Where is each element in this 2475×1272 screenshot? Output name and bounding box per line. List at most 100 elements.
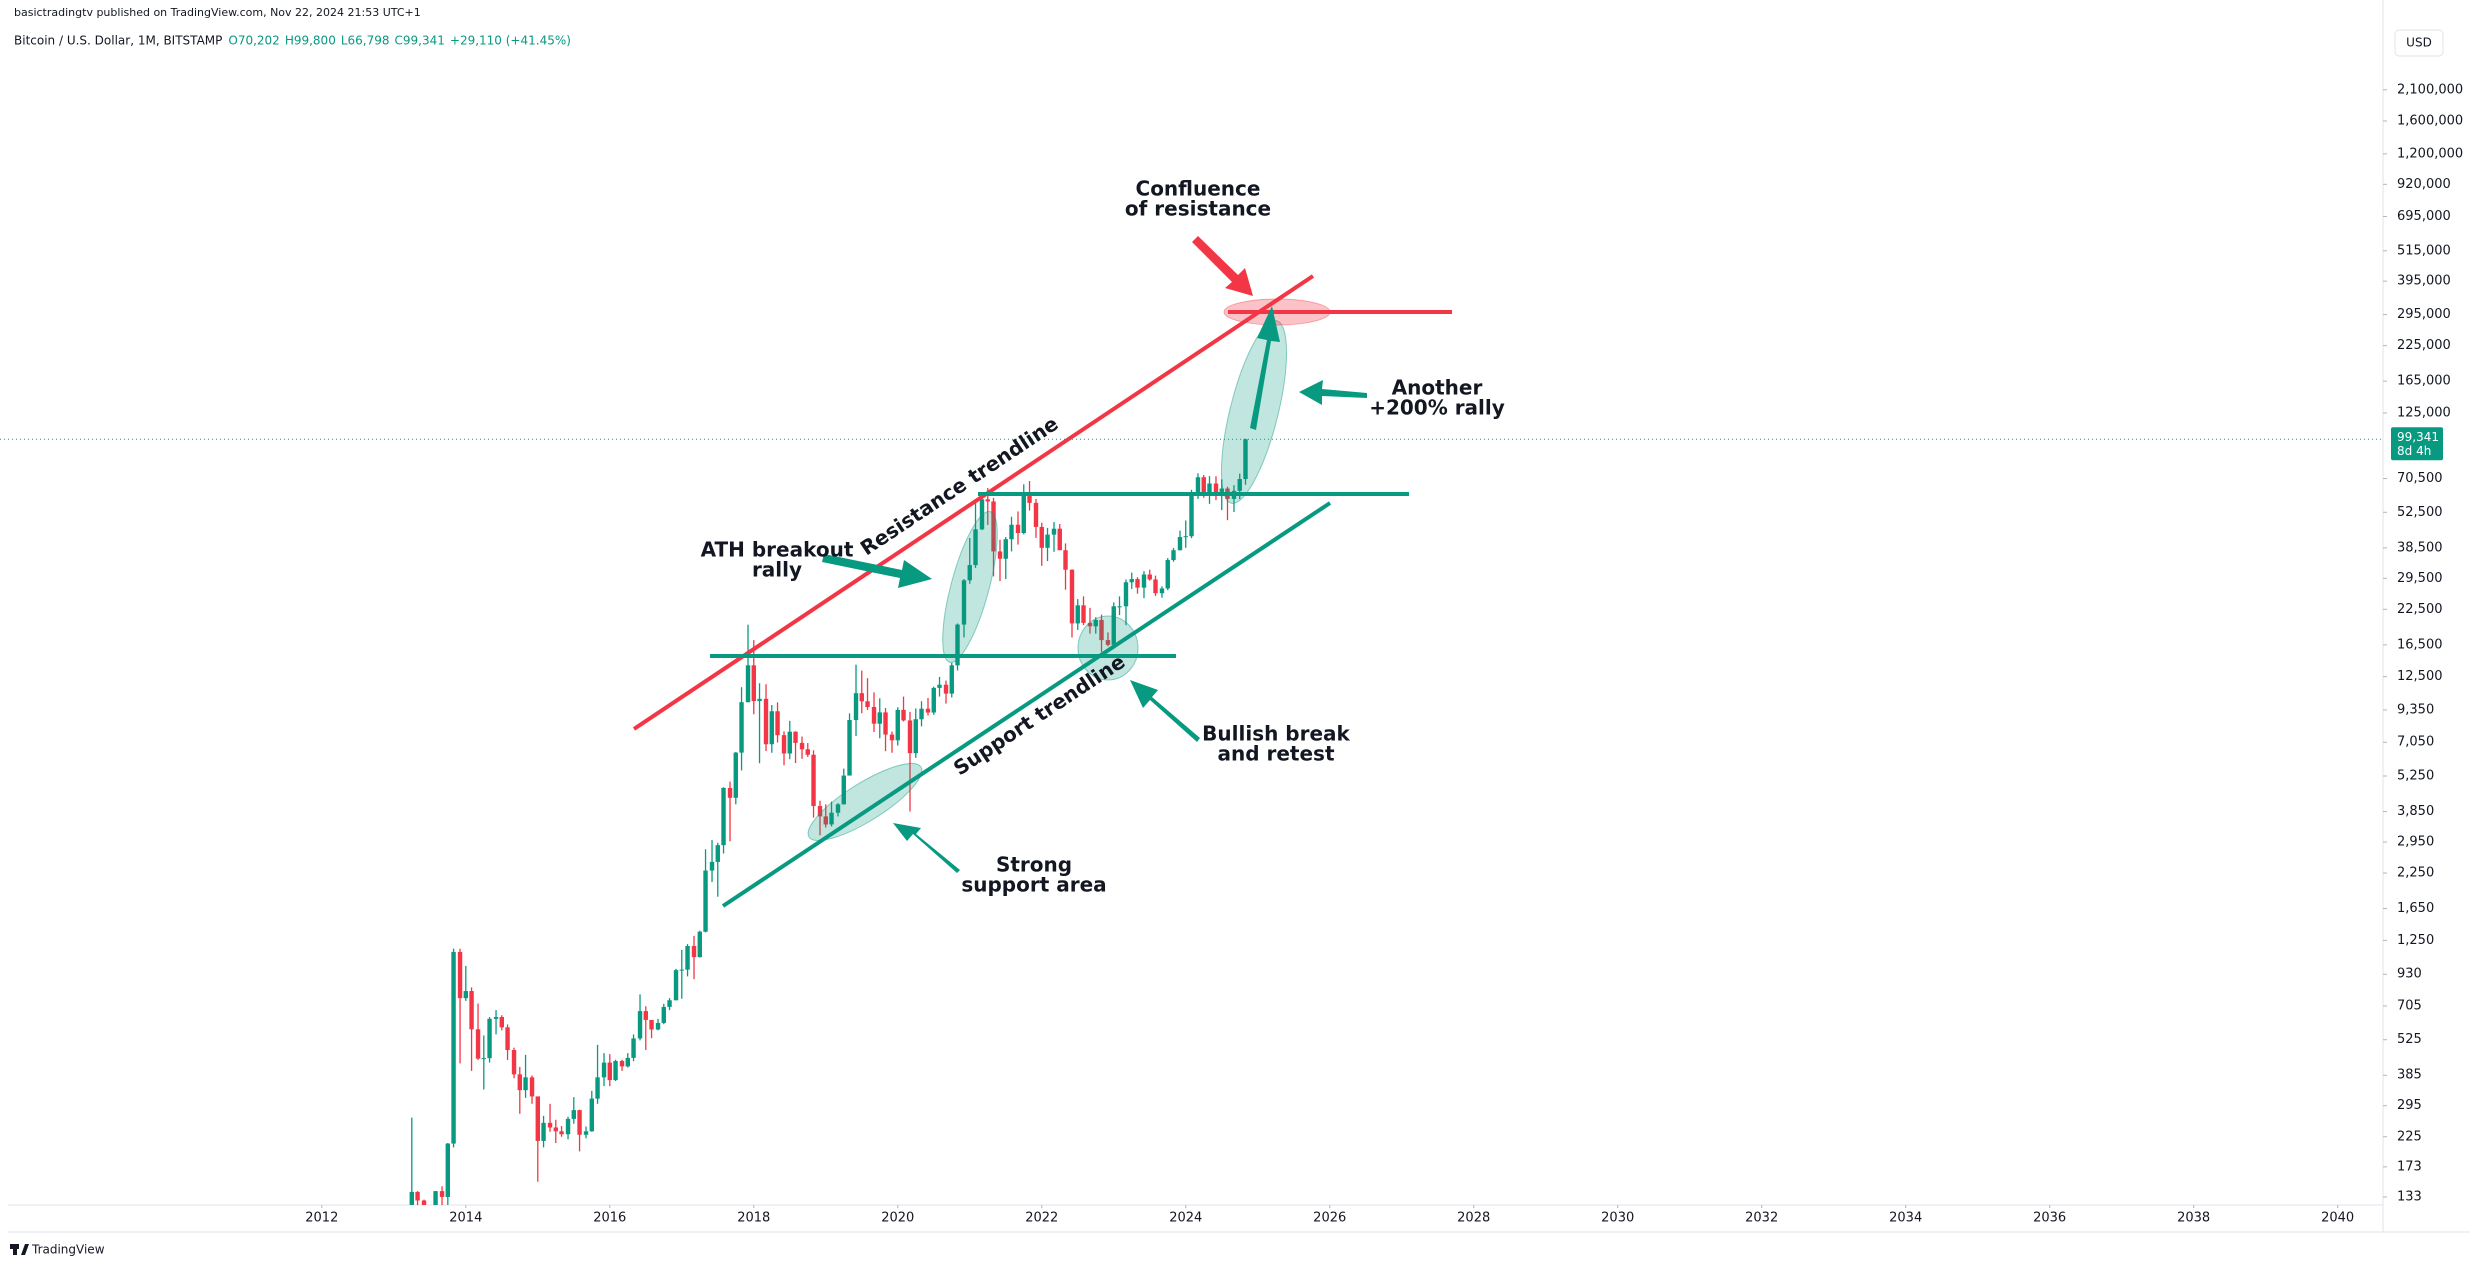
candle-body bbox=[649, 1019, 654, 1030]
y-tick-label: 930 bbox=[2397, 967, 2422, 982]
candle-body bbox=[571, 1110, 576, 1119]
candle-body bbox=[805, 749, 810, 755]
candle-body bbox=[1009, 524, 1014, 540]
x-tick-label: 2038 bbox=[2177, 1211, 2210, 1226]
candle-body bbox=[1189, 494, 1194, 537]
candle-body bbox=[1093, 619, 1098, 627]
candle-body bbox=[1057, 528, 1062, 551]
annotation: ATH breakout bbox=[701, 538, 854, 562]
candle-body bbox=[751, 665, 756, 702]
y-tick-label: 3,850 bbox=[2397, 804, 2434, 819]
currency-label[interactable]: USD bbox=[2406, 36, 2432, 50]
annotation: and retest bbox=[1217, 742, 1334, 766]
candle-body bbox=[445, 1143, 451, 1197]
arrow bbox=[893, 823, 960, 873]
candle-body bbox=[637, 1011, 643, 1039]
y-tick-label: 16,500 bbox=[2397, 637, 2443, 652]
candle-body bbox=[697, 931, 702, 958]
y-tick-label: 29,500 bbox=[2397, 571, 2443, 586]
arrow bbox=[1299, 380, 1367, 405]
candle-body bbox=[901, 709, 906, 721]
candle-body bbox=[583, 1131, 589, 1135]
y-tick-label: 173 bbox=[2397, 1159, 2422, 1174]
candle-body bbox=[745, 665, 751, 703]
candle-body bbox=[889, 734, 895, 741]
candle-body bbox=[1135, 579, 1140, 588]
candle-body bbox=[913, 719, 918, 754]
ohlc-value: +29,110 (+41.45%) bbox=[450, 34, 571, 48]
candle-body bbox=[1183, 536, 1188, 538]
y-tick-label: 133 bbox=[2397, 1189, 2422, 1204]
candle-body bbox=[775, 711, 780, 736]
annotation: Confluence bbox=[1136, 177, 1261, 201]
candle-body bbox=[787, 731, 792, 754]
candle-body bbox=[643, 1011, 648, 1020]
candle-body bbox=[415, 1191, 420, 1201]
candle-body bbox=[727, 787, 733, 798]
candle-body bbox=[865, 701, 870, 708]
logo-mark bbox=[13, 1244, 17, 1255]
y-tick-label: 1,650 bbox=[2397, 901, 2434, 916]
ohlc-value: C99,341 bbox=[395, 34, 445, 48]
candle-body bbox=[847, 720, 852, 776]
candle-body bbox=[667, 1000, 672, 1007]
candle-body bbox=[1165, 560, 1170, 589]
arrows bbox=[822, 306, 1367, 873]
candle-body bbox=[949, 665, 954, 694]
candle-body bbox=[985, 499, 990, 502]
candle-body bbox=[1171, 550, 1176, 561]
y-tick-label: 225 bbox=[2397, 1129, 2422, 1144]
candle-body bbox=[703, 870, 708, 932]
y-tick-label: 1,200,000 bbox=[2397, 146, 2463, 161]
candle-body bbox=[553, 1127, 558, 1132]
candle-body bbox=[499, 1017, 504, 1028]
candle-body bbox=[1087, 622, 1093, 627]
candle-body bbox=[685, 945, 690, 970]
candle-body bbox=[625, 1057, 630, 1067]
x-tick-label: 2012 bbox=[305, 1211, 338, 1226]
x-tick-label: 2024 bbox=[1169, 1211, 1202, 1226]
candle-body bbox=[1213, 483, 1219, 492]
candle-body bbox=[793, 731, 798, 743]
candle-body bbox=[739, 702, 744, 753]
candle-body bbox=[559, 1131, 564, 1135]
candle-body bbox=[931, 687, 936, 713]
annotation: of resistance bbox=[1125, 197, 1271, 221]
candle-body bbox=[523, 1077, 528, 1091]
annotation: rally bbox=[752, 558, 802, 582]
candle-body bbox=[547, 1122, 553, 1128]
candle-body bbox=[517, 1074, 522, 1091]
candle-body bbox=[859, 693, 864, 702]
candle-body bbox=[925, 708, 931, 713]
currency-button[interactable] bbox=[2394, 29, 2444, 57]
candle-body bbox=[487, 1018, 492, 1059]
candle-body bbox=[1063, 550, 1068, 570]
candle-body bbox=[811, 754, 816, 807]
candle-body bbox=[655, 1022, 661, 1030]
logo-mark bbox=[21, 1244, 29, 1255]
candle-body bbox=[799, 742, 805, 750]
candle-body bbox=[973, 529, 978, 566]
y-tick-label: 2,100,000 bbox=[2397, 82, 2463, 97]
candle-body bbox=[1195, 477, 1201, 495]
candle-body bbox=[781, 735, 787, 754]
candle-body bbox=[493, 1017, 499, 1019]
candle-body bbox=[1219, 488, 1224, 492]
candle-body bbox=[937, 684, 942, 688]
countdown: 8d 4h bbox=[2397, 444, 2431, 458]
candle-body bbox=[907, 720, 913, 754]
candle-body bbox=[673, 970, 679, 1001]
candle-body bbox=[835, 804, 841, 813]
candle-body bbox=[457, 951, 463, 999]
candle-body bbox=[463, 991, 469, 999]
y-tick-label: 515,000 bbox=[2397, 243, 2451, 258]
y-tick-label: 705 bbox=[2397, 998, 2422, 1013]
candle-body bbox=[817, 806, 823, 817]
candle-body bbox=[709, 861, 715, 871]
x-tick-label: 2022 bbox=[1025, 1211, 1058, 1226]
candle-body bbox=[883, 712, 888, 735]
x-tick-label: 2018 bbox=[737, 1211, 770, 1226]
